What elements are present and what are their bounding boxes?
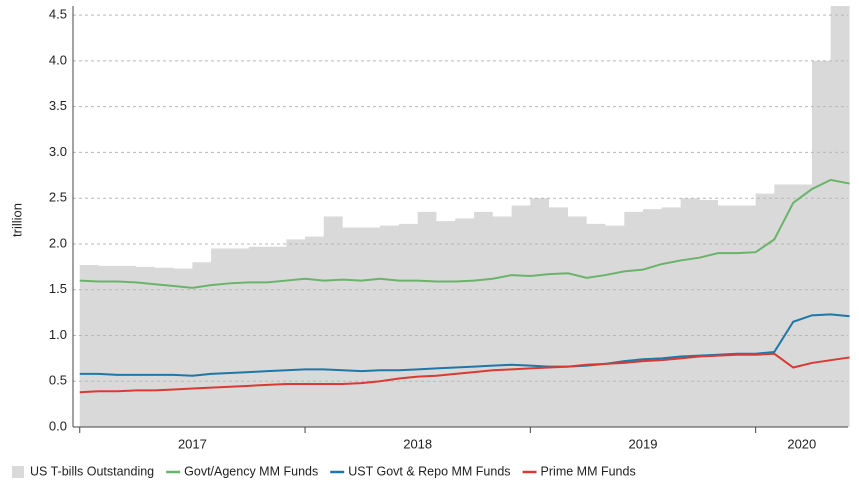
y-tick-label: 4.0 <box>49 52 67 67</box>
line <box>79 178 850 289</box>
y-tick-label: 0.0 <box>49 418 67 433</box>
y-tick-label: 2.0 <box>49 235 67 250</box>
line <box>79 352 850 394</box>
x-tick-label: 2020 <box>787 436 816 451</box>
y-tick-label: 3.0 <box>49 144 67 159</box>
legend-swatch <box>12 466 24 478</box>
legend-label: UST Govt & Repo MM Funds <box>348 464 510 478</box>
legend-label: Govt/Agency MM Funds <box>184 464 318 478</box>
y-tick-label: 4.5 <box>49 7 67 22</box>
y-tick-label: 3.5 <box>49 98 67 113</box>
y-tick-label: 1.0 <box>49 327 67 342</box>
x-tick-label: 2018 <box>403 436 432 451</box>
y-tick-label: 1.5 <box>49 281 67 296</box>
legend-label: US T-bills Outstanding <box>30 464 154 478</box>
legend-label: Prime MM Funds <box>541 464 636 478</box>
y-tick-label: 2.5 <box>49 190 67 205</box>
y-axis-label: trillion <box>9 203 24 237</box>
area <box>79 6 850 427</box>
x-tick-label: 2017 <box>178 436 207 451</box>
y-tick-label: 0.5 <box>49 373 67 388</box>
x-tick-label: 2019 <box>629 436 658 451</box>
